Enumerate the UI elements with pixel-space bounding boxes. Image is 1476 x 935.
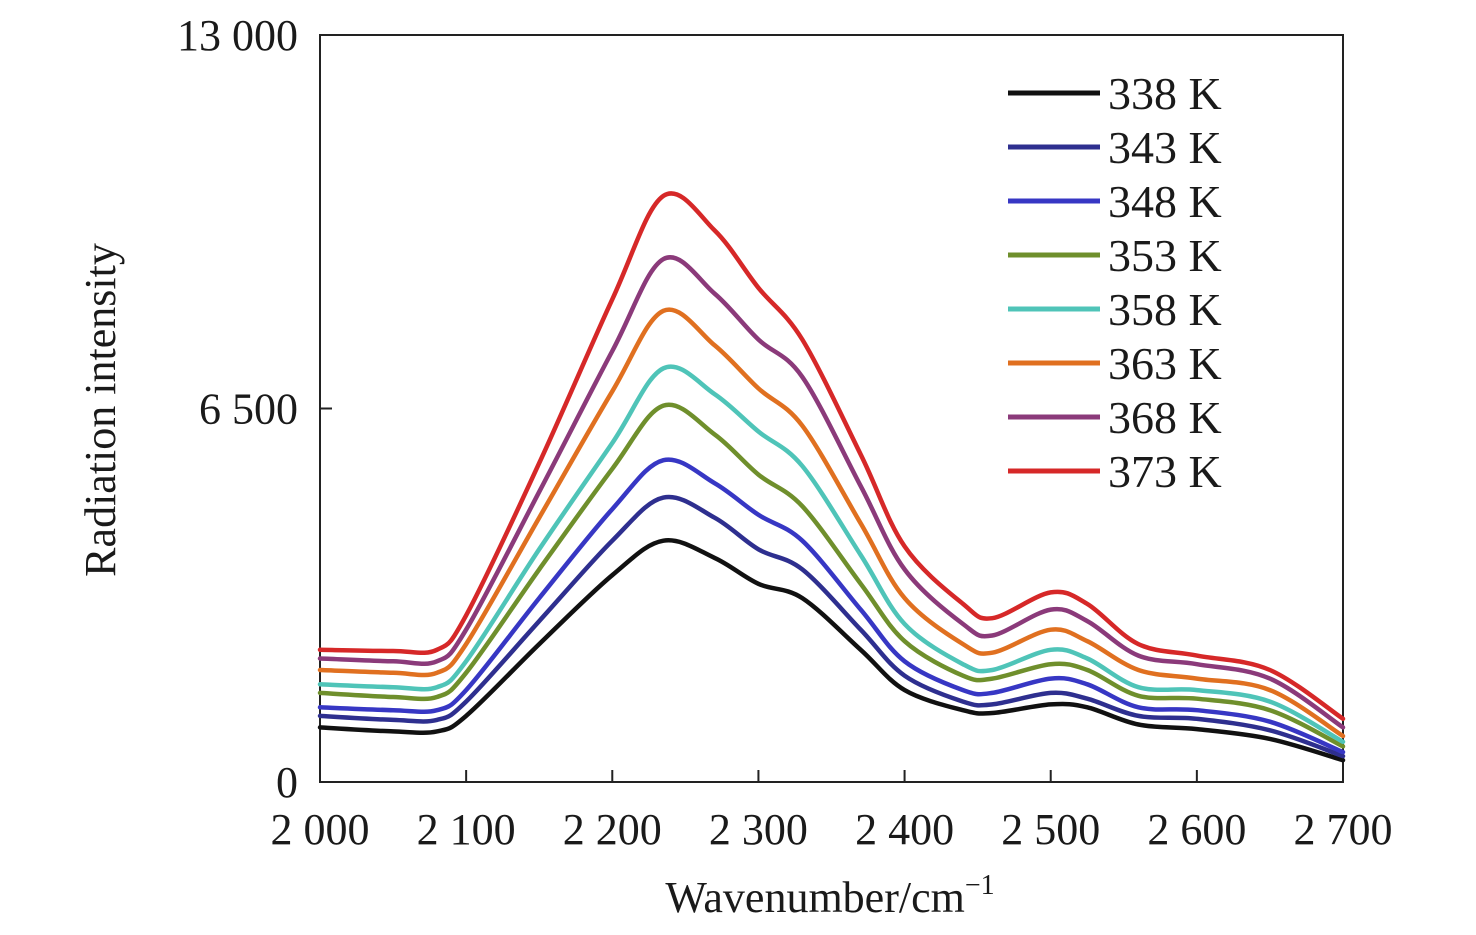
x-tick-label: 2 700	[1294, 805, 1393, 854]
x-tick-label: 2 200	[563, 805, 662, 854]
legend-label: 343 K	[1108, 122, 1222, 173]
series-line-373k	[317, 191, 1346, 722]
y-tick-label: 13 000	[177, 11, 298, 60]
x-axis-title-text: Wavenumber/cm	[665, 873, 964, 922]
y-tick-label: 0	[276, 758, 298, 807]
series-lines	[317, 191, 1346, 763]
legend-label: 358 K	[1108, 284, 1222, 335]
y-tick-label: 6 500	[199, 385, 298, 434]
series-line-363k	[317, 307, 1346, 739]
x-tick-label: 2 600	[1147, 805, 1246, 854]
legend-label: 348 K	[1108, 176, 1222, 227]
legend-label: 373 K	[1108, 446, 1222, 497]
y-axis-title: Radiation intensity	[76, 243, 125, 577]
series-line-358k	[317, 364, 1346, 745]
x-tick-label: 2 400	[855, 805, 954, 854]
legend-label: 363 K	[1108, 338, 1222, 389]
x-axis-title: Wavenumber/cm−1	[665, 870, 994, 922]
legend-label: 353 K	[1108, 230, 1222, 281]
series-line-338k	[317, 538, 1346, 763]
x-tick-label: 2 100	[417, 805, 516, 854]
series-line-368k	[317, 255, 1346, 730]
x-axis-title-superscript: −1	[965, 870, 995, 901]
legend-label: 338 K	[1108, 68, 1222, 119]
x-axis-ticks: 2 000 2 100 2 200 2 300 2 400 2 500 2 600 2 700	[271, 770, 1393, 854]
x-tick-label: 2 500	[1001, 805, 1100, 854]
x-tick-label: 2 300	[709, 805, 808, 854]
series-line-343k	[317, 494, 1346, 759]
x-tick-label: 2 000	[271, 805, 370, 854]
legend-label: 368 K	[1108, 392, 1222, 443]
series-line-353k	[317, 402, 1346, 749]
y-axis-ticks: 0 6 500 13 000	[177, 11, 332, 807]
series-line-348k	[317, 457, 1346, 755]
